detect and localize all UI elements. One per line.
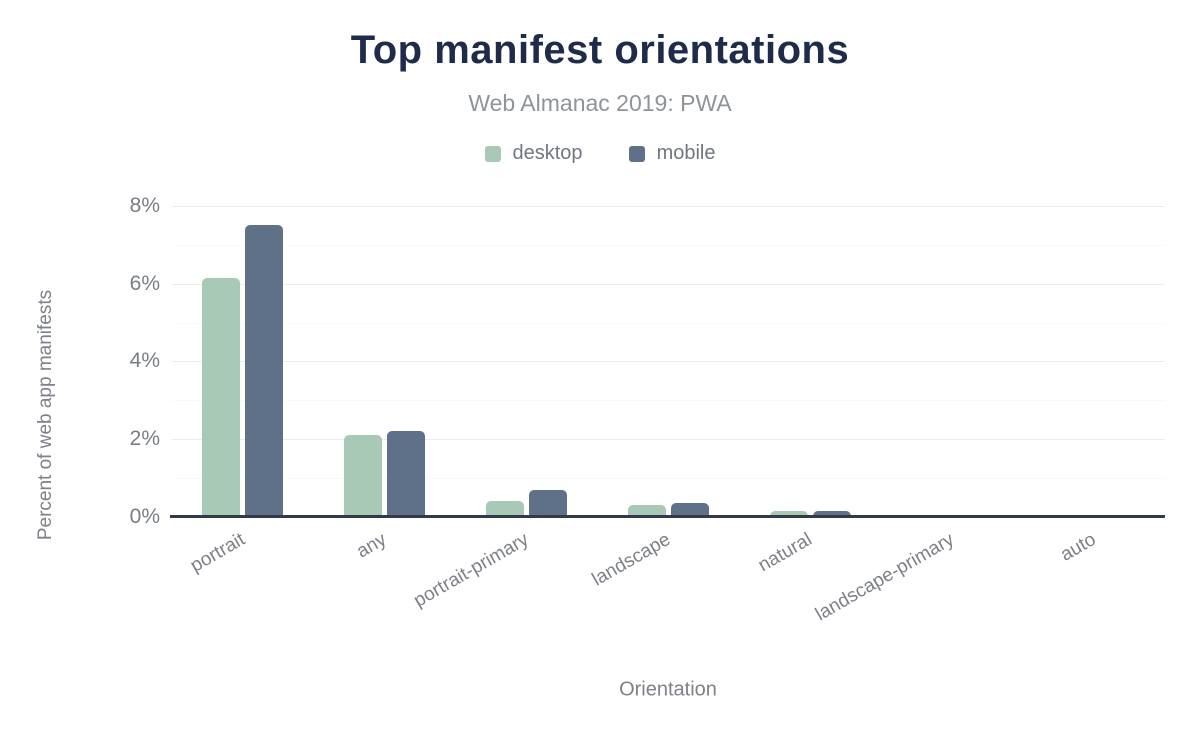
gridline-7pct (172, 244, 1165, 246)
gridline-6pct (172, 283, 1165, 285)
y-tick-6pct: 6% (129, 271, 160, 295)
y-tick-2pct: 2% (129, 427, 160, 451)
gridline-8pct (172, 205, 1165, 207)
x-tick-natural: natural (755, 529, 816, 577)
bar-mobile-portrait-primary (529, 489, 568, 517)
bar-mobile-natural (812, 511, 851, 517)
x-axis-line (170, 515, 1165, 518)
x-axis-title: Orientation (619, 678, 717, 701)
mobile-swatch-icon (628, 145, 645, 162)
legend-label-desktop: desktop (512, 142, 583, 164)
gridline-2pct (172, 439, 1165, 441)
x-tick-landscape-primary: landscape-primary (811, 529, 958, 626)
legend: desktop mobile (0, 142, 1200, 165)
gridline-3pct (172, 400, 1165, 402)
x-tick-any: any (353, 529, 391, 563)
bar-mobile-portrait (245, 225, 284, 517)
y-tick-0pct: 0% (129, 505, 160, 528)
bar-desktop-portrait-primary (486, 501, 525, 517)
x-tick-landscape: landscape (588, 529, 674, 591)
chart-subtitle: Web Almanac 2019: PWA (468, 90, 732, 116)
x-tick-portrait-primary: portrait-primary (410, 529, 533, 612)
y-tick-8pct: 8% (129, 193, 160, 217)
gridline-1pct (172, 478, 1165, 480)
bar-desktop-portrait (202, 277, 241, 517)
x-tick-portrait: portrait (186, 529, 249, 577)
legend-item-desktop: desktop (484, 142, 583, 165)
bar-mobile-any (387, 431, 426, 517)
y-tick-4pct: 4% (129, 349, 160, 373)
y-axis-title: Percent of web app manifests (35, 289, 56, 541)
legend-label-mobile: mobile (656, 142, 716, 164)
legend-item-mobile: mobile (628, 142, 716, 165)
bar-desktop-landscape (628, 505, 666, 517)
bar-desktop-any (344, 435, 383, 517)
gridline-4pct (172, 361, 1165, 363)
desktop-swatch-icon (484, 145, 501, 162)
x-tick-auto: auto (1057, 529, 1100, 566)
chart-title: Top manifest orientations (350, 28, 850, 72)
bar-mobile-landscape (671, 503, 709, 517)
bar-desktop-natural (769, 511, 808, 517)
gridline-5pct (172, 322, 1165, 324)
